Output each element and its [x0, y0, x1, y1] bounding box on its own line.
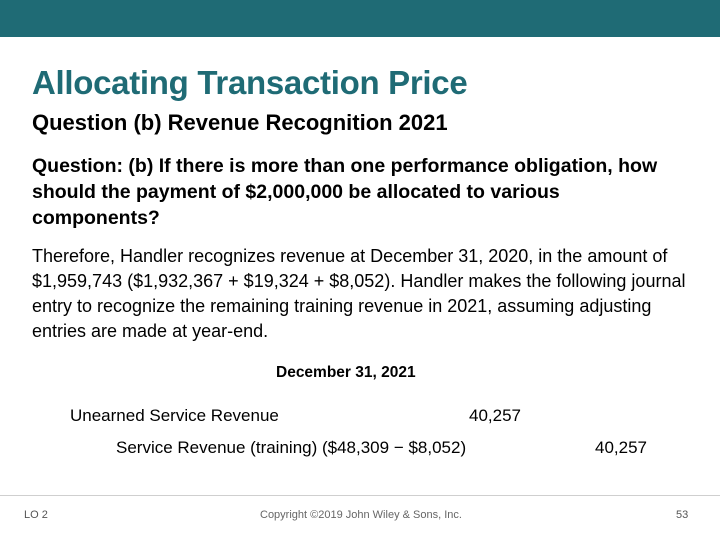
debit-account: Unearned Service Revenue — [70, 406, 279, 425]
journal-entry-date: December 31, 2021 — [276, 364, 416, 381]
debit-amount: 40,257 — [469, 406, 521, 425]
copyright-notice: Copyright ©2019 John Wiley & Sons, Inc. — [260, 509, 462, 521]
question-text: Question: (b) If there is more than one … — [32, 155, 658, 229]
credit-amount: 40,257 — [595, 438, 647, 457]
page-number: 53 — [676, 509, 689, 521]
slide-title: Allocating Transaction Price — [32, 64, 468, 101]
explanation-paragraph: Therefore, Handler recognizes revenue at… — [32, 246, 686, 341]
footer-divider — [0, 495, 720, 496]
credit-account: Service Revenue (training) ($48,309 − $8… — [116, 438, 467, 457]
learning-objective: LO 2 — [24, 509, 48, 521]
slide-subtitle: Question (b) Revenue Recognition 2021 — [32, 110, 448, 135]
header-bar — [0, 0, 720, 37]
